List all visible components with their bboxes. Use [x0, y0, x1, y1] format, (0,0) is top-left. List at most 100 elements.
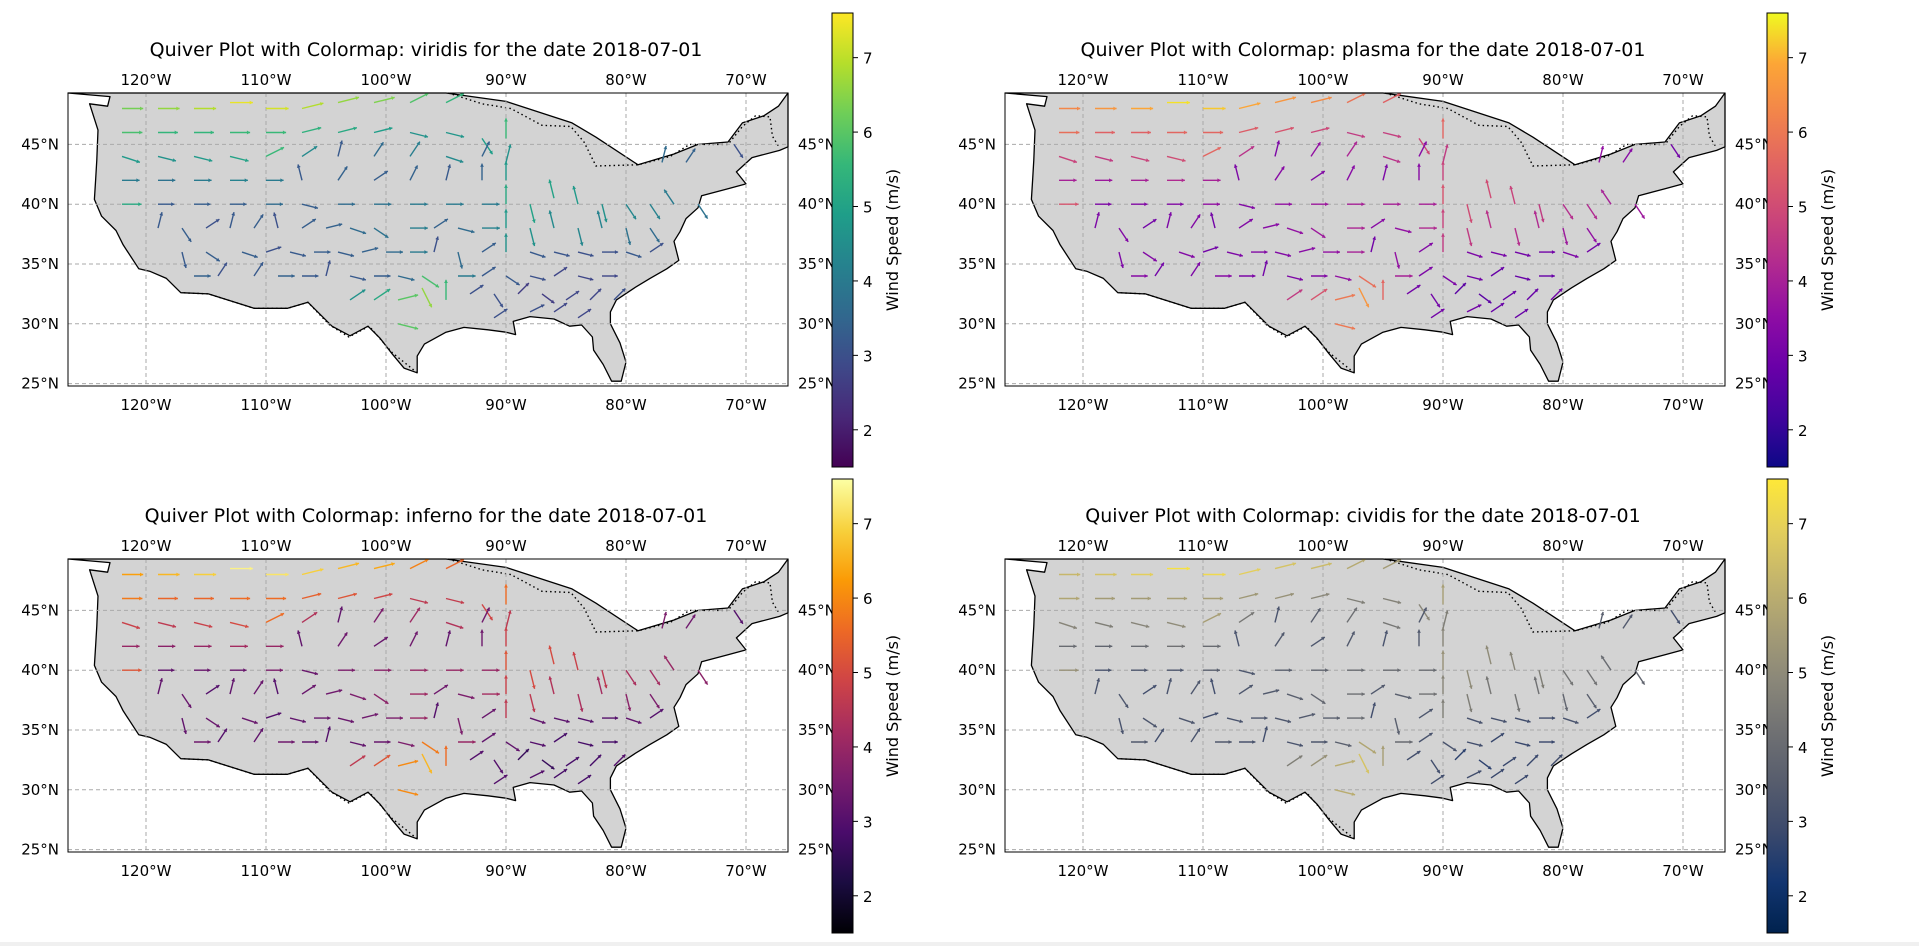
wind-arrow-head	[1120, 730, 1125, 734]
wind-arrow	[577, 251, 594, 257]
wind-arrow-head	[596, 676, 601, 681]
tick-label-lon-bottom: 100°W	[361, 862, 412, 880]
wind-arrow-head	[1503, 719, 1507, 724]
wind-arrow-head	[1077, 106, 1081, 111]
wind-arrow-head	[515, 281, 520, 286]
wind-arrow-head	[1251, 671, 1255, 676]
wind-arrow-head	[1396, 265, 1401, 269]
wind-arrow	[1485, 676, 1492, 695]
wind-arrow-head	[1426, 150, 1430, 155]
wind-arrow-head	[1353, 141, 1357, 146]
canada-border	[1385, 92, 1718, 167]
tick-label-lat-right: 35°N	[798, 255, 836, 273]
wind-arrow	[121, 155, 141, 164]
wind-arrow	[1347, 250, 1365, 254]
wind-arrow-head	[312, 219, 316, 223]
wind-arrow-head	[249, 100, 253, 105]
wind-arrow	[469, 284, 484, 295]
tick-label-lat-left: 25°N	[958, 841, 996, 859]
wind-arrow-head	[388, 592, 393, 597]
chart-title: Quiver Plot with Colormap: viridis for t…	[150, 39, 703, 61]
wind-arrow-head	[1311, 712, 1316, 717]
wind-arrow	[193, 621, 213, 628]
wind-arrow-head	[1540, 218, 1545, 223]
wind-arrow-head	[1186, 100, 1190, 105]
wind-arrow	[1178, 251, 1195, 259]
wind-arrow	[1502, 756, 1517, 767]
wind-arrow	[504, 118, 508, 139]
tick-label-lon-top: 100°W	[361, 71, 412, 89]
wind-arrow-head	[1441, 161, 1445, 165]
wind-arrow	[1059, 202, 1079, 207]
wind-arrow-head	[579, 708, 584, 712]
wind-arrow-head	[1485, 645, 1489, 650]
wind-arrow	[1346, 131, 1366, 139]
wind-arrow	[205, 218, 220, 229]
wind-arrow	[1395, 274, 1413, 278]
wind-arrow	[1130, 621, 1150, 628]
wind-arrow-shaft	[265, 612, 285, 624]
wind-arrow	[1347, 202, 1365, 207]
wind-arrow	[1346, 165, 1356, 181]
wind-arrow-head	[327, 250, 331, 254]
wind-arrow	[1190, 727, 1201, 743]
wind-arrow	[649, 242, 664, 253]
wind-arrow-head	[1676, 620, 1680, 624]
wind-arrow-head	[314, 205, 318, 210]
wind-arrow	[1118, 717, 1125, 735]
wind-arrow-head	[532, 219, 536, 223]
wind-arrow	[409, 597, 429, 605]
colorbar-label: Wind Speed (m/s)	[1818, 169, 1837, 311]
wind-arrow-head	[1397, 134, 1402, 139]
tick-label-lon-top: 110°W	[241, 71, 292, 89]
wind-arrow	[1275, 202, 1292, 207]
tick-label-lat-left: 25°N	[21, 841, 59, 859]
wind-arrow	[1370, 236, 1376, 253]
wind-arrow-head	[259, 262, 264, 267]
wind-arrow	[1490, 732, 1505, 743]
wind-arrow	[1262, 260, 1268, 277]
wind-arrow-head	[504, 184, 508, 188]
wind-arrow-head	[563, 267, 568, 271]
wind-arrow	[697, 203, 709, 219]
wind-arrow-head	[491, 266, 496, 271]
wind-arrow-head	[659, 709, 664, 713]
tick-label-lat-left: 45°N	[958, 601, 996, 619]
wind-arrow-head	[1181, 644, 1185, 649]
wind-arrow-head	[663, 611, 668, 616]
wind-arrow-head	[343, 632, 348, 637]
colorbar-tick-label: 5	[1798, 665, 1808, 683]
wind-arrow	[529, 717, 546, 724]
tick-label-lon-bottom: 90°W	[1422, 862, 1464, 880]
wind-arrow	[1598, 611, 1605, 629]
wind-arrow	[194, 178, 212, 183]
wind-arrow	[1514, 275, 1531, 281]
wind-arrow-head	[1109, 644, 1113, 649]
wind-arrow-head	[504, 233, 508, 237]
wind-arrow-head	[136, 644, 140, 649]
tick-label-lat-right: 40°N	[1735, 195, 1773, 213]
wind-arrow-head	[1249, 219, 1253, 223]
wind-arrow-head	[515, 747, 520, 752]
wind-arrow	[481, 242, 497, 253]
wind-arrow-head	[621, 754, 626, 759]
wind-arrow	[1094, 621, 1114, 628]
wind-arrow	[1059, 178, 1077, 183]
wind-arrow	[529, 304, 545, 313]
colorbar	[831, 478, 854, 934]
wind-arrow-head	[459, 625, 464, 629]
wind-arrow-head	[1077, 572, 1081, 577]
wind-arrow	[565, 290, 580, 301]
wind-arrow-head	[410, 743, 415, 748]
wind-arrow	[1274, 140, 1281, 157]
wind-arrow-head	[447, 630, 452, 634]
wind-arrow-head	[424, 226, 428, 231]
wind-arrow	[649, 203, 661, 220]
wind-arrow-head	[187, 238, 192, 242]
wind-arrow	[1238, 684, 1254, 695]
wind-arrow-head	[1288, 202, 1292, 207]
tick-label-lon-bottom: 120°W	[1058, 862, 1109, 880]
wind-arrow	[1466, 275, 1483, 281]
tick-label-lon-bottom: 80°W	[1542, 396, 1584, 414]
wind-arrow	[1311, 274, 1328, 278]
